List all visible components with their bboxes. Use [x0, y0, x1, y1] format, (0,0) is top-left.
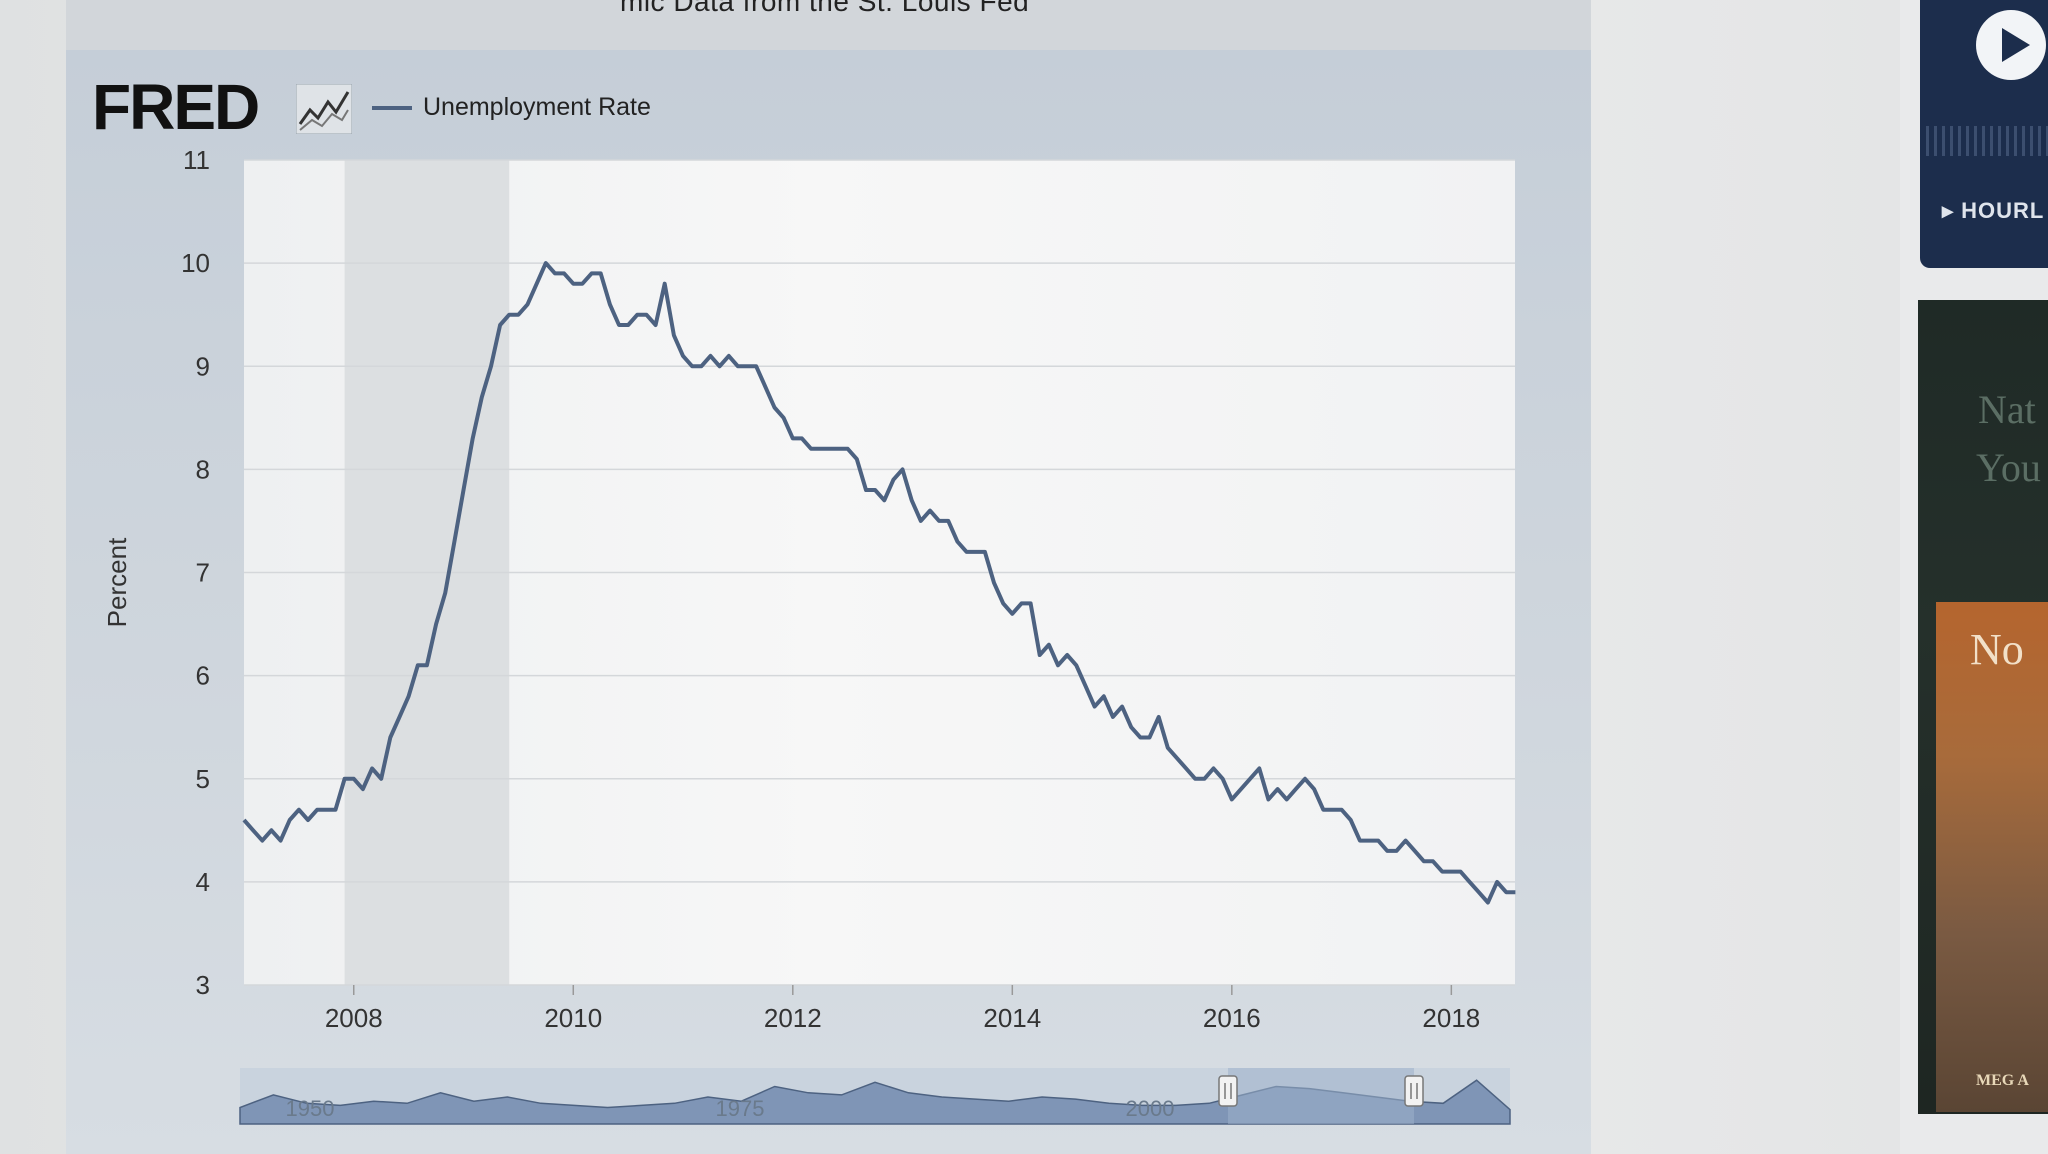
legend-line-swatch [372, 106, 412, 110]
y-tick-label: 8 [196, 454, 210, 484]
book-advert-text-2: You [1976, 445, 2041, 490]
fred-chart-icon [296, 84, 352, 134]
audio-waveform [1926, 126, 2048, 156]
x-tick-label: 2018 [1422, 1003, 1480, 1033]
y-tick-label: 5 [196, 764, 210, 794]
y-tick-label: 11 [183, 145, 210, 175]
x-tick-label: 2014 [983, 1003, 1041, 1033]
navigator-year-label: 2000 [1126, 1096, 1175, 1121]
play-button[interactable] [1976, 10, 2046, 80]
hourly-label: HOURL [1961, 198, 2045, 223]
navigator-selected-range[interactable] [1228, 1068, 1414, 1124]
y-tick-label: 4 [196, 867, 210, 897]
fred-logo[interactable]: FRED [92, 71, 260, 143]
navigator-left-handle[interactable] [1218, 1075, 1238, 1107]
page-header-title: mic Data from the St. Louis Fed [620, 0, 1030, 17]
x-tick-label: 2012 [764, 1003, 822, 1033]
y-tick-label: 10 [181, 248, 210, 278]
book-cover-image[interactable] [1936, 602, 2048, 1112]
book-cover-author: MEG A [1976, 1072, 2029, 1089]
hourly-link[interactable]: ▸ HOURL [1942, 198, 2045, 223]
navigator-year-label: 1950 [286, 1096, 335, 1121]
x-tick-label: 2010 [544, 1003, 602, 1033]
y-tick-label: 3 [196, 970, 210, 1000]
y-tick-label: 6 [196, 661, 210, 691]
book-cover-title: No [1970, 625, 2024, 674]
legend-series-label[interactable]: Unemployment Rate [423, 93, 651, 121]
x-tick-label: 2016 [1203, 1003, 1261, 1033]
range-navigator[interactable]: 1950 1975 2000 [239, 1068, 1511, 1125]
y-tick-label: 9 [196, 351, 210, 381]
x-tick-label: 2008 [325, 1003, 383, 1033]
y-axis-label: Percent [102, 537, 132, 627]
book-advert-text-1: Nat [1978, 387, 2036, 432]
navigator-year-label: 1975 [716, 1096, 765, 1121]
y-tick-label: 7 [196, 558, 210, 588]
navigator-right-handle[interactable] [1404, 1075, 1424, 1107]
series-line-unemployment-rate[interactable] [242, 261, 1516, 905]
page-header-strip [66, 0, 1591, 50]
